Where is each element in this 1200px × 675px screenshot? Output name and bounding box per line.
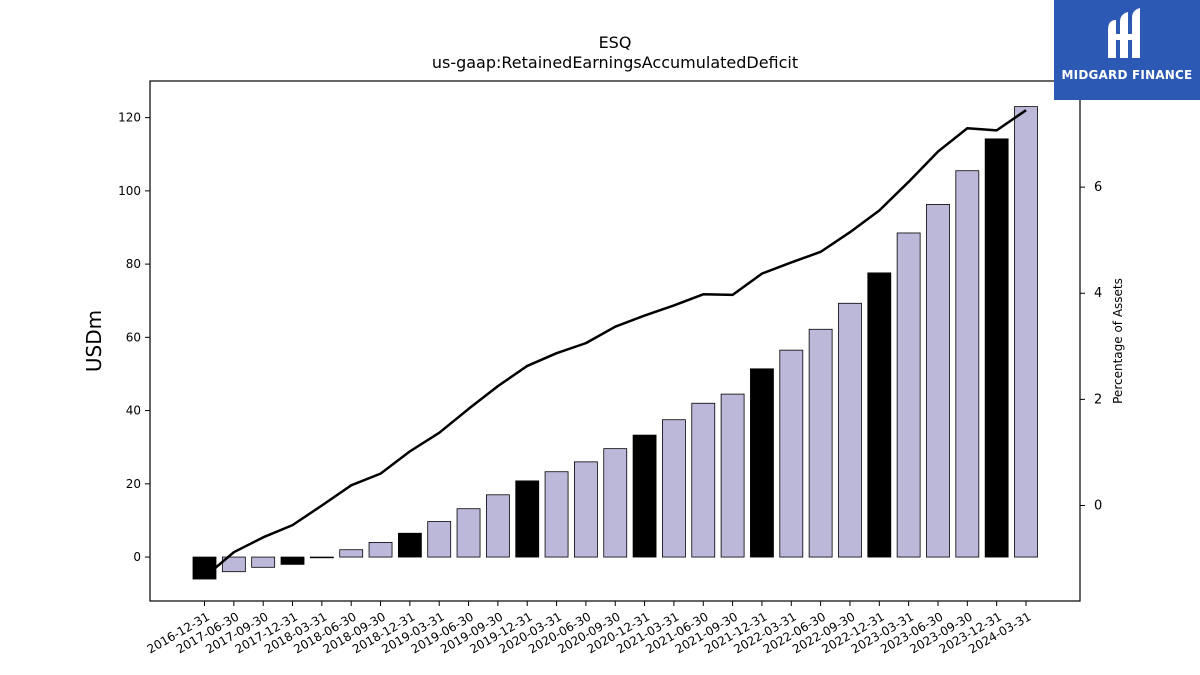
y2-tick-label: 0: [1094, 498, 1102, 513]
y-axis-label: USDm: [82, 310, 106, 372]
chart-subtitle: us-gaap:RetainedEarningsAccumulatedDefic…: [432, 53, 798, 72]
bar-2022-09-30: [838, 302, 862, 558]
bar-2023-09-30: [955, 170, 980, 558]
axes-group: 02040608010012002462016-12-312017-06-302…: [118, 80, 1102, 656]
bar-2019-06-30: [456, 508, 481, 558]
bar-2021-03-31: [662, 419, 686, 558]
y-tick-label: 60: [126, 330, 141, 344]
bar-2018-09-30: [368, 542, 393, 558]
bar-2020-12-31: [632, 434, 657, 558]
y-tick-label: 120: [118, 111, 141, 125]
bar-2020-06-30: [574, 461, 598, 558]
y2-tick-label: 4: [1094, 286, 1102, 301]
brand-logo: MIDGARD FINANCE: [1054, 0, 1200, 100]
bar-2017-09-30: [251, 556, 276, 568]
bar-2019-12-31: [515, 480, 540, 558]
y-tick-label: 80: [126, 257, 141, 271]
bar-2021-09-30: [720, 393, 745, 558]
bar-2022-12-31: [867, 272, 892, 558]
bar-2019-03-31: [427, 521, 452, 558]
y-tick-label: 0: [133, 550, 141, 564]
y-tick-label: 20: [126, 477, 141, 491]
series-line: [203, 109, 1027, 579]
bar-2023-12-31: [984, 138, 1009, 558]
bar-2020-03-31: [544, 471, 569, 558]
bar-2019-09-30: [485, 494, 510, 558]
bars-group: [192, 106, 1038, 580]
chart-title: ESQ: [599, 33, 632, 52]
brand-name: MIDGARD FINANCE: [1061, 68, 1193, 82]
bar-2024-03-31: [1014, 106, 1038, 558]
y-tick-label: 40: [126, 404, 141, 418]
bar-2017-06-30: [221, 556, 246, 573]
bar-2018-06-30: [339, 549, 364, 558]
bar-2018-12-31: [397, 532, 422, 558]
line-group: [203, 109, 1027, 579]
y2-tick-label: 2: [1094, 392, 1102, 407]
bar-2021-12-31: [750, 368, 774, 558]
y2-tick-label: 6: [1094, 180, 1102, 195]
y-tick-label: 100: [118, 184, 141, 198]
brand-logo-icon: [1108, 8, 1140, 58]
bar-2020-09-30: [603, 448, 628, 558]
y2-axis-label: Percentage of Assets: [1111, 278, 1125, 404]
bar-2017-12-31: [280, 556, 305, 565]
bar-2022-06-30: [808, 328, 833, 558]
bar-2023-06-30: [926, 204, 950, 558]
bar-2021-06-30: [691, 402, 716, 558]
bar-2022-03-31: [779, 349, 804, 558]
bar-2018-03-31: [309, 556, 334, 559]
bar-2023-03-31: [896, 232, 921, 558]
